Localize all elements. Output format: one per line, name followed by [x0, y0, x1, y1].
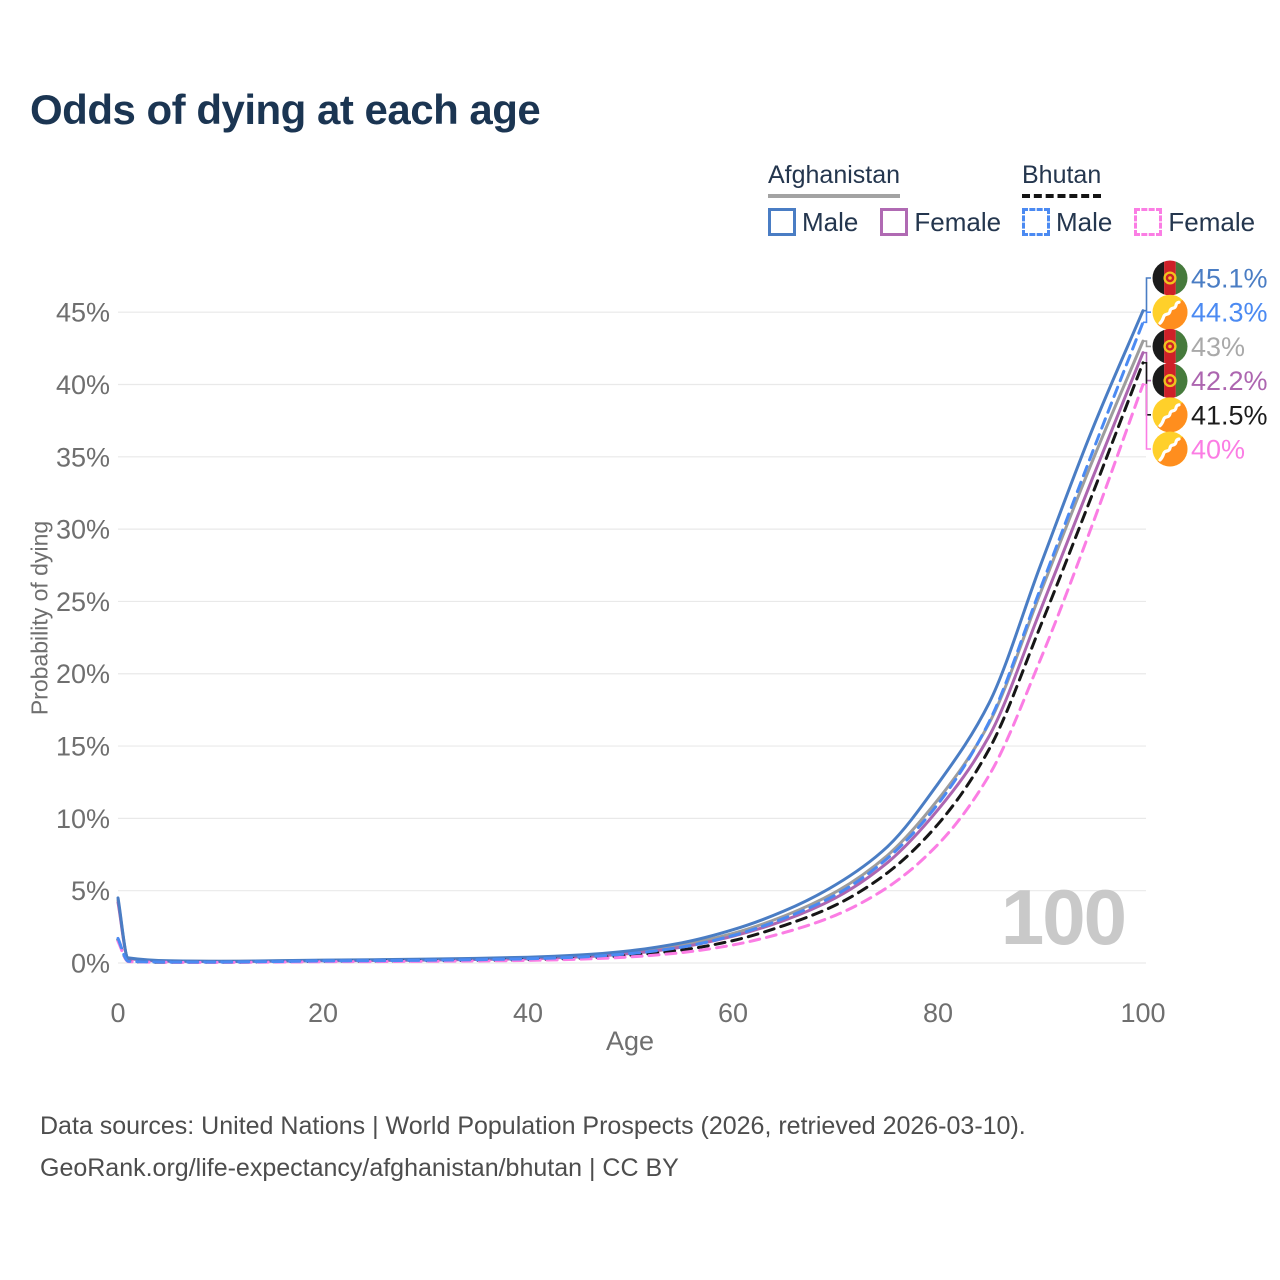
legend-item-label: Female [1168, 206, 1256, 237]
legend-country-header-afghanistan: Afghanistan [768, 161, 901, 198]
line-style-swatch [768, 208, 796, 236]
y-tick-label: 40% [56, 370, 110, 400]
y-tick-label: 30% [56, 515, 110, 545]
flag-icon-bhutan [1152, 294, 1188, 330]
end-value-label-bhutan-male: 44.3% [1191, 298, 1268, 328]
legend-country-label: Bhutan [1022, 161, 1102, 189]
legend-country-label: Afghanistan [768, 161, 901, 189]
line-style-swatch [1134, 208, 1163, 236]
legend-country-header-bhutan: Bhutan [1022, 161, 1102, 198]
x-tick-label: 80 [923, 998, 953, 1028]
footer-attribution: GeoRank.org/life-expectancy/afghanistan/… [40, 1153, 679, 1182]
y-tick-label: 0% [71, 949, 110, 979]
legend-row: Male Female [768, 207, 1001, 238]
legend-group-afghanistan: Afghanistan Male Female [768, 161, 1001, 238]
end-value-label-bhutan-female: 40% [1191, 435, 1245, 465]
footer-data-sources: Data sources: United Nations | World Pop… [40, 1112, 1026, 1140]
y-tick-label: 5% [71, 876, 110, 906]
y-tick-label: 45% [56, 298, 110, 328]
legend-item-afghanistan-female[interactable]: Female [880, 207, 1001, 238]
y-tick-label: 15% [56, 732, 110, 762]
label-connector-afghanistan-both-sexes [1143, 340, 1151, 348]
label-connector-bhutan-female [1143, 383, 1151, 450]
flag-icon-afghanistan [1152, 363, 1188, 399]
legend-item-label: Female [914, 206, 1002, 237]
x-tick-label: 20 [308, 998, 338, 1028]
age-counter-watermark: 100 [1000, 873, 1127, 961]
x-axis-title: Age [605, 1026, 655, 1056]
legend-group-bhutan: Bhutan Male Female [1022, 161, 1255, 238]
x-tick-label: 40 [513, 998, 543, 1028]
series-line-bhutan-male [116, 320, 1145, 964]
x-tick-label: 0 [110, 998, 125, 1028]
y-axis-title: Probability of dying [26, 520, 53, 716]
flag-icon-bhutan [1152, 431, 1188, 467]
legend-item-afghanistan-male[interactable]: Male [768, 207, 858, 238]
y-tick-label: 35% [56, 442, 110, 472]
legend-item-bhutan-male[interactable]: Male [1022, 207, 1112, 238]
series-line-afghanistan-female [116, 351, 1145, 964]
flag-icon-bhutan [1152, 397, 1188, 433]
legend-row: Male Female [1022, 207, 1255, 238]
series-line-bhutan-both-sexes [116, 361, 1145, 964]
legend-item-bhutan-female[interactable]: Female [1134, 207, 1255, 238]
x-tick-label: 60 [718, 998, 748, 1028]
y-tick-label: 20% [56, 659, 110, 689]
footer: Data sources: United Nations | World Pop… [40, 1106, 1026, 1189]
legend-item-label: Male [802, 206, 859, 237]
line-style-swatch [880, 208, 909, 236]
line-style-swatch [1022, 208, 1050, 236]
legend-item-label: Male [1056, 206, 1113, 237]
end-value-label-afghanistan-male: 45.1% [1191, 264, 1268, 294]
label-connector-afghanistan-male [1143, 277, 1151, 312]
page-title: Odds of dying at each age [30, 86, 541, 133]
flag-icon-afghanistan [1152, 328, 1188, 364]
series-line-afghanistan-male [116, 309, 1145, 963]
end-value-label-afghanistan-both-sexes: 43% [1191, 332, 1245, 362]
flag-icon-afghanistan [1152, 260, 1188, 296]
x-tick-label: 100 [1120, 998, 1165, 1028]
series-line-afghanistan-both-sexes [116, 339, 1145, 963]
end-value-label-bhutan-both-sexes: 41.5% [1191, 400, 1268, 430]
y-tick-label: 10% [56, 804, 110, 834]
end-value-label-afghanistan-female: 42.2% [1191, 366, 1268, 396]
y-tick-label: 25% [56, 587, 110, 617]
label-connector-bhutan-male [1143, 311, 1151, 324]
